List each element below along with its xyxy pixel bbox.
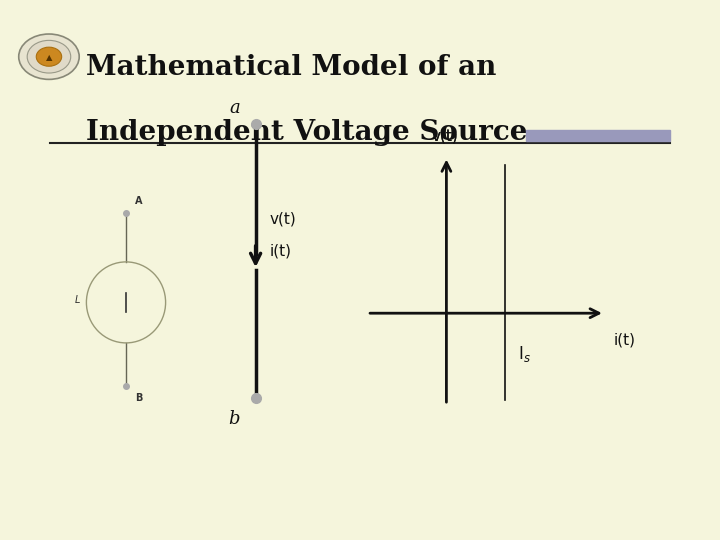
Text: i(t): i(t) <box>270 244 292 259</box>
Text: Independent Voltage Source: Independent Voltage Source <box>86 119 528 146</box>
Text: v(t): v(t) <box>270 211 297 226</box>
Text: i(t): i(t) <box>613 332 636 347</box>
Text: Mathematical Model of an: Mathematical Model of an <box>86 54 497 81</box>
Text: B: B <box>135 393 143 403</box>
Circle shape <box>19 34 79 79</box>
Text: A: A <box>135 196 143 206</box>
Text: b: b <box>228 409 240 428</box>
Text: I$_s$: I$_s$ <box>518 343 531 364</box>
Text: v(t): v(t) <box>431 128 459 143</box>
Bar <box>526 130 670 141</box>
Text: L: L <box>75 295 81 305</box>
Circle shape <box>36 47 62 66</box>
Circle shape <box>27 40 71 73</box>
Text: v(t): v(t) <box>431 128 459 143</box>
Text: ▲: ▲ <box>45 53 53 62</box>
Text: a: a <box>229 99 240 117</box>
